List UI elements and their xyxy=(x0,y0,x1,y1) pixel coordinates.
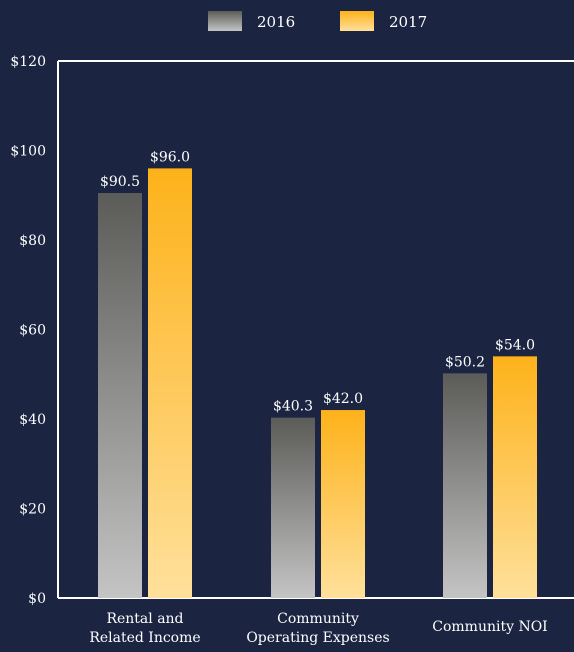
legend-swatch-2016 xyxy=(208,11,242,31)
bar-2017-2 xyxy=(493,356,537,598)
y-tick-label: $120 xyxy=(10,54,46,70)
bar-2016-2 xyxy=(443,373,487,598)
legend-swatch-2017 xyxy=(340,11,374,31)
x-category-label: Rental and xyxy=(106,611,183,627)
bar-2017-1 xyxy=(321,410,365,598)
y-tick-label: $40 xyxy=(19,412,46,428)
x-category-label: Community NOI xyxy=(432,619,547,635)
data-label-2016-1: $40.3 xyxy=(273,399,313,415)
data-label-2016-0: $90.5 xyxy=(100,174,140,190)
data-label-2016-2: $50.2 xyxy=(445,354,485,370)
data-label-2017-0: $96.0 xyxy=(150,149,190,165)
x-category-label: Related Income xyxy=(89,630,200,646)
bar-2016-1 xyxy=(271,417,315,598)
data-label-2017-1: $42.0 xyxy=(323,391,363,407)
x-category-label: Operating Expenses xyxy=(246,630,389,646)
y-tick-label: $60 xyxy=(19,323,46,339)
y-tick-label: $20 xyxy=(19,502,46,518)
bar-2017-0 xyxy=(148,168,192,598)
y-tick-label: $100 xyxy=(10,144,46,160)
y-tick-label: $80 xyxy=(19,233,46,249)
bar-2016-0 xyxy=(98,193,142,598)
legend-label-2016: 2016 xyxy=(257,13,295,31)
y-tick-label: $0 xyxy=(28,591,46,607)
data-label-2017-2: $54.0 xyxy=(495,337,535,353)
legend-label-2017: 2017 xyxy=(389,13,427,31)
x-category-label: Community xyxy=(277,611,359,627)
